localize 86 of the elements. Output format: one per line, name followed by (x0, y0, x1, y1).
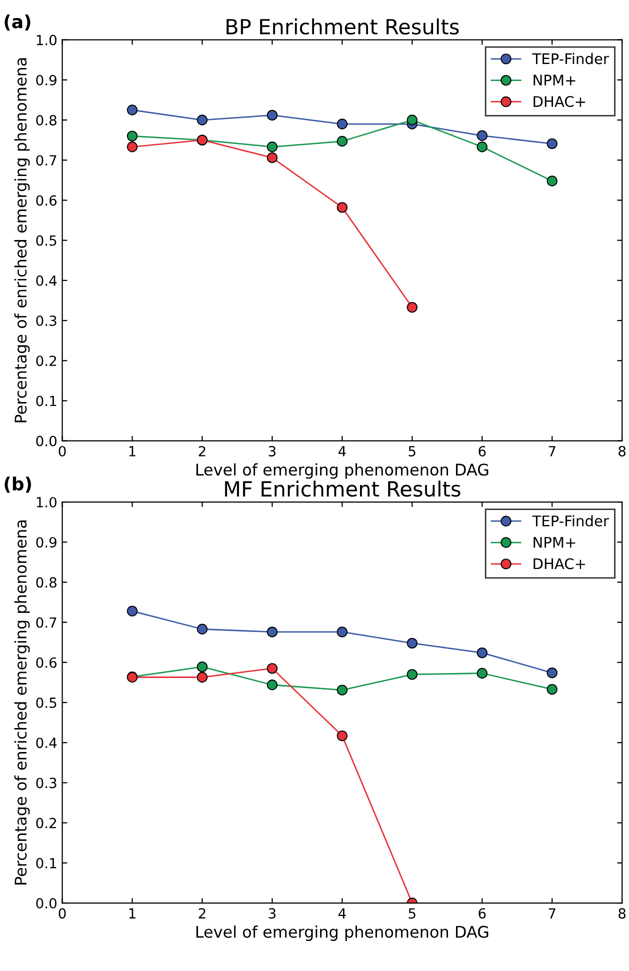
y-tick-label: 0.6 (36, 195, 57, 206)
point (546, 667, 558, 678)
legend-label: TEP-Finder (532, 52, 609, 64)
y-tick-label: 0.1 (36, 396, 56, 406)
y-tick-label: 0.5 (36, 235, 56, 246)
y-tick-label: 0.9 (36, 74, 56, 86)
point (266, 110, 278, 121)
point (546, 138, 558, 150)
point (336, 136, 348, 147)
x-tick-label: 5 (408, 908, 416, 919)
y-tick-label: 0.0 (36, 898, 56, 909)
legend-label: NPM+ (534, 536, 576, 548)
legend-label: TEP-Finder (532, 515, 609, 526)
y-tick-label: 0.3 (36, 315, 56, 326)
y-tick-label: 0.0 (36, 436, 56, 446)
point (406, 669, 418, 680)
x-axis-title: Level of emerging phenomenon DAG (196, 463, 488, 479)
point (196, 624, 208, 634)
y-tick-label: 0.2 (36, 356, 56, 366)
y-tick-label: 0.6 (36, 657, 57, 668)
point (476, 647, 488, 658)
point (476, 142, 488, 152)
x-tick-label: 5 (408, 446, 416, 456)
legend-label: NPM+ (534, 74, 576, 86)
point (196, 661, 208, 672)
x-tick-label: 1 (129, 908, 136, 918)
x-axis-title: Level of emerging phenomenon DAG (196, 926, 488, 941)
text: (b) (4, 476, 32, 493)
point (266, 663, 278, 674)
x-tick-label: 7 (548, 446, 556, 456)
y-tick-label: 0.8 (36, 577, 56, 588)
x-tick-label: 6 (478, 908, 486, 919)
point (476, 130, 488, 141)
y-tick-label: 0.9 (36, 537, 56, 548)
x-tick-label: 2 (198, 908, 206, 918)
chart-title: BP Enrichment Results (226, 18, 459, 35)
legend-label: DHAC+ (534, 558, 586, 570)
y-axis-title: Percentage of enriched emerging phenomena (14, 520, 30, 884)
point (126, 104, 138, 116)
point (126, 142, 138, 152)
point (336, 684, 348, 696)
point (266, 152, 278, 164)
x-tick-label: 0 (58, 908, 66, 919)
x-tick-label: 4 (338, 446, 346, 456)
point (546, 176, 558, 186)
y-axis-title: Percentage of enriched emerging phenomena (14, 58, 30, 422)
point (266, 626, 278, 638)
point (266, 680, 278, 690)
point (336, 730, 348, 742)
y-tick-label: 0.1 (36, 858, 56, 868)
text: (a) (4, 14, 30, 31)
x-tick-label: 4 (338, 908, 346, 918)
point (476, 668, 488, 679)
x-tick-label: 8 (618, 908, 626, 919)
x-tick-label: 8 (618, 446, 626, 456)
point (546, 684, 558, 695)
chart-title: MF Enrichment Results (225, 480, 460, 497)
x-tick-label: 7 (548, 908, 556, 918)
x-tick-label: 3 (268, 908, 276, 919)
y-tick-label: 0.7 (36, 617, 56, 628)
x-tick-label: 2 (198, 446, 206, 456)
point (126, 606, 138, 616)
point (266, 142, 278, 152)
legend-label: DHAC+ (534, 96, 586, 108)
y-tick-label: 0.3 (36, 778, 56, 788)
x-tick-label: 0 (58, 446, 66, 456)
y-tick-label: 0.8 (36, 114, 56, 126)
point (336, 118, 348, 130)
x-tick-label: 3 (268, 446, 276, 456)
y-tick-label: 0.4 (36, 275, 57, 286)
y-tick-label: 1.0 (36, 496, 56, 508)
point (126, 130, 138, 142)
point (336, 626, 348, 638)
point (196, 672, 208, 683)
point (406, 302, 418, 313)
y-tick-label: 1.0 (36, 34, 56, 46)
point (406, 114, 418, 126)
y-tick-label: 0.7 (36, 155, 56, 166)
y-tick-label: 0.4 (36, 738, 57, 748)
point (336, 202, 348, 213)
y-tick-label: 0.5 (36, 697, 56, 708)
y-tick-label: 0.2 (36, 818, 56, 828)
point (406, 638, 418, 649)
x-tick-label: 1 (129, 446, 136, 456)
x-tick-label: 6 (478, 446, 486, 456)
point (196, 114, 208, 126)
